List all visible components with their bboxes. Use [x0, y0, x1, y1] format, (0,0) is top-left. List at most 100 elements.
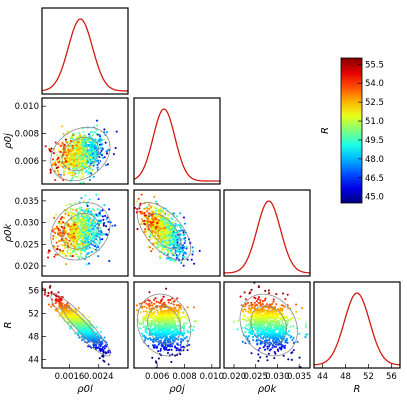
scatter-point [104, 351, 107, 354]
scatter-point [174, 251, 177, 254]
scatter-point [53, 217, 56, 220]
scatter-point [175, 237, 178, 240]
scatter-point [59, 151, 62, 154]
scatter-point [174, 244, 177, 247]
scatter-point [102, 218, 105, 221]
scatter-point [183, 322, 186, 325]
scatter-point [78, 336, 81, 339]
scatter-point [153, 298, 156, 301]
scatter-point [61, 302, 64, 305]
scatter-point [52, 152, 55, 155]
scatter-point [60, 225, 63, 229]
scatter-point [145, 302, 148, 305]
scatter-point [69, 252, 72, 255]
scatter-point [142, 325, 145, 329]
scatter-point [82, 134, 85, 138]
scatter-point [285, 337, 288, 340]
scatter-point [83, 249, 86, 252]
scatter-point [182, 216, 185, 219]
pdf-panel-p1 [41, 7, 129, 95]
scatter-point [165, 237, 168, 240]
scatter-point [52, 235, 55, 238]
scatter-point [70, 166, 74, 169]
scatter-point [72, 208, 75, 211]
scatter-point [174, 254, 177, 257]
scatter-point [143, 211, 146, 215]
scatter-point [142, 322, 145, 325]
scatter-point [263, 348, 267, 351]
scatter-point [198, 249, 201, 253]
scatter-point [96, 163, 99, 167]
scatter-point [58, 173, 61, 176]
scatter-point [102, 224, 105, 227]
scatter-point [167, 213, 170, 216]
scatter-point [92, 218, 96, 221]
scatter-point [162, 246, 165, 249]
scatter-point [154, 360, 157, 363]
scatter-point [77, 307, 80, 310]
scatter-point [96, 140, 99, 143]
scatter-point [266, 359, 269, 362]
scatter-point [71, 244, 74, 247]
scatter-point [292, 349, 295, 352]
scatter-point [70, 178, 73, 181]
scatter-point [78, 257, 81, 260]
scatter-point [95, 128, 98, 131]
frame-diag-p1 [41, 7, 129, 95]
scatter-point [46, 256, 50, 259]
scatter-point [159, 207, 162, 210]
pdf-curve-p2 [133, 108, 220, 182]
scatter-point [60, 216, 64, 219]
scatter-point [287, 358, 290, 361]
scatter-point [78, 255, 82, 258]
scatter-point [256, 332, 259, 335]
scatter-point [98, 155, 101, 158]
scatter-point [74, 310, 77, 313]
scatter-point [177, 308, 180, 311]
scatter-point [192, 325, 195, 328]
scatter-point [66, 163, 69, 166]
scatter-point [100, 232, 103, 235]
scatter-point [57, 161, 60, 164]
scatter-point [267, 345, 270, 348]
scatter-point [106, 216, 109, 219]
scatter-point [102, 233, 106, 236]
scatter-point [290, 358, 293, 361]
scatter-point [88, 152, 91, 155]
scatter-point [154, 314, 157, 317]
scatter-point [99, 227, 102, 230]
scatter-point [87, 168, 90, 171]
scatter-point [71, 220, 74, 223]
scatter-point [183, 222, 187, 225]
scatter-point [175, 215, 178, 218]
scatter-point [72, 134, 75, 137]
scatter-point [82, 240, 85, 243]
scatter-point [62, 169, 66, 172]
scatter-point [181, 325, 184, 328]
scatter-point [148, 224, 151, 227]
scatter-point [97, 235, 100, 238]
scatter-point [96, 239, 99, 242]
scatter-point [86, 227, 89, 230]
scatter-point [170, 251, 174, 254]
scatter-point [183, 242, 186, 245]
scatter-point [73, 141, 76, 144]
scatter-panel-p2-vs-p1 [41, 97, 129, 185]
scatter-point [185, 335, 188, 338]
scatter-point [245, 324, 248, 327]
scatter-point [97, 162, 100, 165]
scatter-point [156, 337, 159, 340]
scatter-point [105, 131, 108, 134]
scatter-point [150, 301, 153, 304]
scatter-point [81, 242, 84, 245]
scatter-point [186, 306, 189, 309]
scatter-point [156, 222, 159, 225]
frame-p3-p1 [41, 189, 129, 277]
scatter-point [164, 223, 167, 226]
scatter-point [153, 345, 156, 349]
scatter-point [79, 242, 82, 245]
scatter-point [78, 166, 81, 170]
scatter-point [157, 350, 160, 353]
scatter-point [192, 306, 195, 309]
scatter-point [82, 200, 85, 203]
